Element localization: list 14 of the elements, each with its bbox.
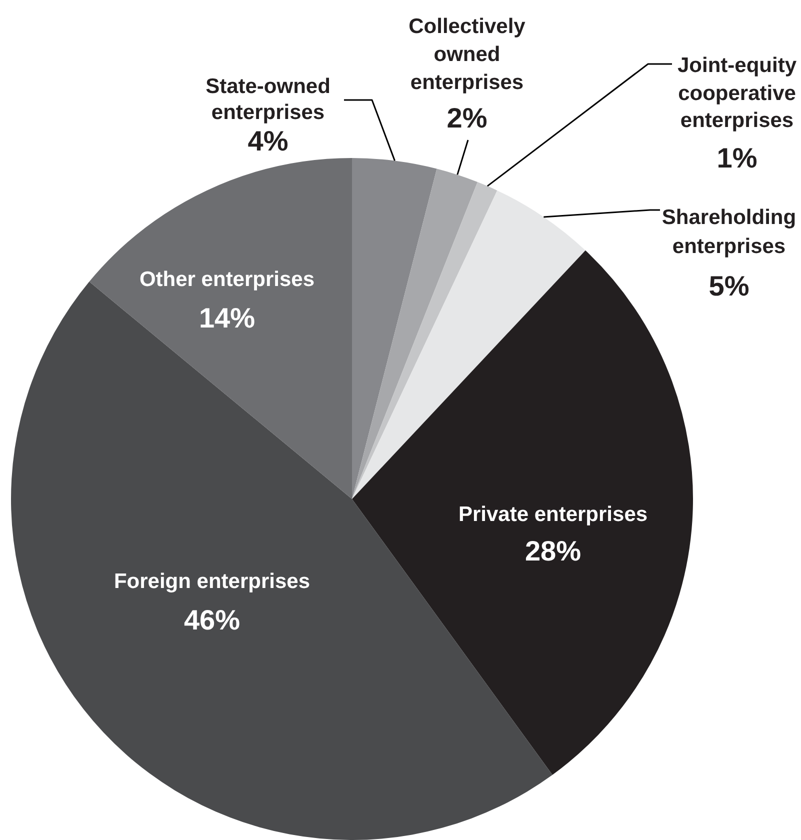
data-label: 5%	[708, 270, 750, 302]
slice-label: State-owned enterprises	[206, 74, 330, 124]
slice-label: Joint-equity cooperative enterprises	[678, 54, 797, 132]
data-label: 46%	[184, 604, 240, 636]
slice-label: Shareholding enterprises	[662, 206, 796, 258]
data-label: 28%	[524, 536, 582, 567]
slice-label: Private enterprises	[458, 502, 648, 526]
data-label: 1%	[716, 142, 758, 174]
data-label: 14%	[198, 302, 256, 334]
slice-label: Collectively owned enterprises	[408, 14, 526, 94]
slice-label: Foreign enterprises	[114, 570, 310, 593]
data-label: 4%	[248, 126, 288, 157]
slice-label: Other enterprises	[139, 268, 315, 291]
data-label: 2%	[446, 102, 488, 134]
